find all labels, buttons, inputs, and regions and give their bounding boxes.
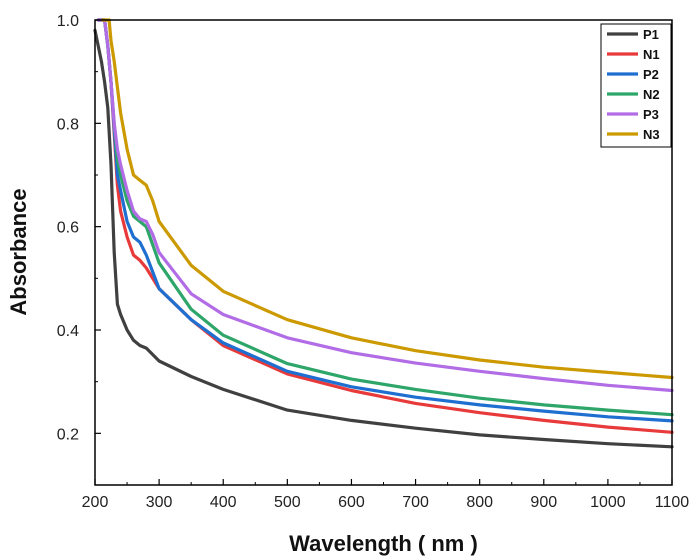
- legend-label-p1: P1: [643, 27, 659, 42]
- x-tick-label: 800: [466, 494, 493, 511]
- y-tick-label: 0.6: [57, 220, 79, 237]
- legend: P1 N1 P2 N2 P3 N3: [600, 23, 672, 148]
- x-tick-label: 400: [210, 494, 237, 511]
- x-tick-label: 300: [146, 494, 173, 511]
- x-axis-title: Wavelength ( nm ): [289, 531, 478, 556]
- legend-label-n3: N3: [643, 127, 660, 142]
- series-line-n2: [96, 18, 674, 417]
- x-tick-label: 900: [530, 494, 557, 511]
- x-tick-label: 500: [274, 494, 301, 511]
- legend-label-n2: N2: [643, 87, 660, 102]
- legend-label-n1: N1: [643, 47, 660, 62]
- x-tick-label: 1100: [655, 494, 690, 511]
- legend-items: P1 N1 P2 N2 P3 N3: [607, 27, 660, 142]
- y-tick-label: 0.4: [57, 323, 79, 340]
- x-tick-label: 1000: [590, 494, 626, 511]
- x-axis-ticks: 200 300 400 500 600 700 800 900 1000 1100: [82, 479, 690, 511]
- series-line-p1: [93, 28, 674, 449]
- x-tick-label: 200: [82, 494, 109, 511]
- y-tick-label: 1.0: [57, 13, 79, 30]
- plot-lines: [93, 18, 674, 449]
- legend-box: [600, 23, 672, 148]
- y-tick-label: 0.2: [57, 426, 79, 443]
- y-axis-ticks: 0.2 0.4 0.6 0.8 1.0: [57, 13, 101, 443]
- series-line-p3: [96, 18, 674, 393]
- series-line-p2: [96, 18, 674, 423]
- x-tick-label: 600: [338, 494, 365, 511]
- y-axis-title: Absorbance: [6, 188, 31, 315]
- legend-label-p2: P2: [643, 67, 659, 82]
- y-tick-label: 0.8: [57, 116, 79, 133]
- x-tick-label: 700: [402, 494, 429, 511]
- legend-label-p3: P3: [643, 107, 659, 122]
- series-line-n3: [101, 18, 674, 380]
